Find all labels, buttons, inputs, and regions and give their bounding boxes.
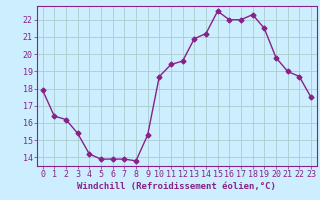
X-axis label: Windchill (Refroidissement éolien,°C): Windchill (Refroidissement éolien,°C) bbox=[77, 182, 276, 191]
